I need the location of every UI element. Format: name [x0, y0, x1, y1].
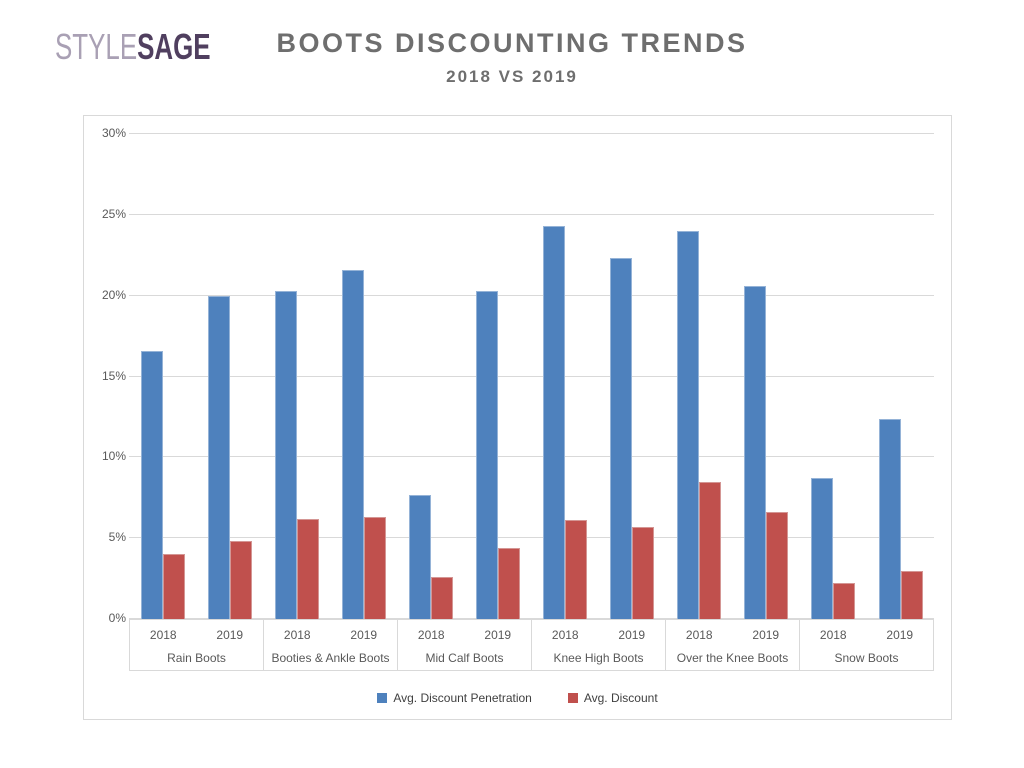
bar-over-the-knee-boots-2019-avg-discount [766, 512, 789, 619]
bar-rain-boots-2019-avg-discount-penetration [207, 295, 230, 619]
legend: Avg. Discount Penetration Avg. Discount [84, 691, 951, 705]
legend-item: Avg. Discount [567, 691, 658, 705]
year-slot [666, 134, 733, 619]
y-tick-label: 30% [101, 126, 126, 140]
legend-swatch-icon [377, 693, 388, 703]
gridline-5% [129, 537, 934, 539]
year-slot [599, 134, 666, 619]
year-label: 2019 [484, 628, 512, 642]
bar-group [800, 134, 934, 619]
bar-booties-ankle-boots-2018-avg-discount [296, 518, 319, 619]
bar-group [397, 134, 531, 619]
stylesage-logo: STYLESAGE [55, 26, 211, 68]
bar-rain-boots-2018-avg-discount [162, 554, 185, 619]
category-label: Rain Boots [167, 651, 226, 665]
bar-knee-high-boots-2019-avg-discount-penetration [610, 258, 633, 619]
page-title: BOOTS DISCOUNTING TRENDS [276, 28, 748, 58]
bar-mid-calf-boots-2019-avg-discount [497, 547, 520, 619]
year-label: 2018 [149, 628, 177, 642]
year-label: 2018 [283, 628, 311, 642]
year-slot [867, 134, 934, 619]
chart-header: BOOTS DISCOUNTING TRENDS 2018 VS 2019 [0, 28, 1024, 87]
chart-container: 0% 5% 10% 15% 20% 25% 30% 2018 2019 Rain Boots 20… [83, 115, 952, 720]
category-label: Snow Boots [834, 651, 899, 665]
bar-group [532, 134, 666, 619]
gridline-30% [129, 133, 934, 134]
bar-booties-ankle-boots-2019-avg-discount-penetration [341, 269, 364, 619]
year-slot [263, 134, 330, 619]
year-slot [330, 134, 397, 619]
y-tick-label: 15% [101, 368, 126, 383]
year-slot [464, 134, 531, 619]
bar-group [263, 134, 397, 619]
logo-text-sage: SAGE [137, 26, 211, 67]
bar-group [129, 134, 263, 619]
year-slot [397, 134, 464, 619]
legend-swatch-icon [567, 693, 578, 703]
bar-snow-boots-2019-avg-discount [900, 570, 923, 619]
bar-over-the-knee-boots-2019-avg-discount-penetration [744, 285, 767, 619]
category-cell: 2018 2019 Knee High Boots [531, 620, 665, 670]
legend-label: Avg. Discount Penetration [393, 691, 532, 705]
year-slot [129, 134, 196, 619]
gridline-20% [129, 294, 934, 296]
y-tick-label: 25% [101, 206, 126, 221]
year-slot [532, 134, 599, 619]
category-cell: 2018 2019 Rain Boots [129, 620, 263, 670]
year-label: 2018 [417, 628, 445, 642]
bar-mid-calf-boots-2018-avg-discount-penetration [408, 494, 431, 619]
bar-mid-calf-boots-2018-avg-discount [430, 576, 453, 619]
year-label: 2018 [551, 628, 579, 642]
category-label: Knee High Boots [553, 651, 644, 665]
legend-item: Avg. Discount Penetration [377, 691, 532, 705]
year-label: 2018 [819, 628, 847, 642]
bar-knee-high-boots-2018-avg-discount-penetration [543, 226, 566, 619]
category-label: Over the Knee Boots [676, 651, 789, 665]
logo-text-style: STYLE [55, 26, 138, 67]
bar-over-the-knee-boots-2018-avg-discount-penetration [677, 231, 700, 619]
bar-booties-ankle-boots-2019-avg-discount [363, 517, 386, 619]
year-label: 2019 [618, 628, 646, 642]
gridline-25% [129, 213, 934, 215]
year-slot [196, 134, 263, 619]
bars-layer [129, 134, 934, 619]
bar-mid-calf-boots-2019-avg-discount-penetration [475, 290, 498, 619]
bar-group [666, 134, 800, 619]
bar-over-the-knee-boots-2018-avg-discount [699, 481, 722, 619]
bar-booties-ankle-boots-2018-avg-discount-penetration [274, 290, 297, 619]
y-tick-label: 5% [108, 530, 126, 545]
year-label: 2018 [685, 628, 713, 642]
bar-snow-boots-2018-avg-discount [833, 583, 856, 619]
bar-snow-boots-2018-avg-discount-penetration [811, 478, 834, 619]
year-slot [733, 134, 800, 619]
year-label: 2019 [886, 628, 914, 642]
bar-rain-boots-2018-avg-discount-penetration [140, 350, 163, 619]
y-tick-label: 20% [101, 287, 126, 302]
plot-area [129, 133, 934, 619]
category-cell: 2018 2019 Snow Boots [799, 620, 934, 670]
y-tick-label: 10% [101, 449, 126, 464]
category-cell: 2018 2019 Over the Knee Boots [665, 620, 799, 670]
gridline-10% [129, 456, 934, 458]
category-label: Mid Calf Boots [425, 651, 504, 665]
category-axis: 2018 2019 Rain Boots 2018 2019 Booties & Ankl… [129, 619, 934, 671]
bar-snow-boots-2019-avg-discount-penetration [878, 418, 901, 619]
gridline-0% [129, 618, 934, 619]
bar-knee-high-boots-2018-avg-discount [565, 520, 588, 619]
year-slot [800, 134, 867, 619]
bar-knee-high-boots-2019-avg-discount [632, 526, 655, 619]
category-cell: 2018 2019 Mid Calf Boots [397, 620, 531, 670]
year-label: 2019 [350, 628, 378, 642]
bar-rain-boots-2019-avg-discount [229, 541, 252, 619]
legend-label: Avg. Discount [583, 691, 658, 705]
year-label: 2019 [216, 628, 244, 642]
y-tick-label: 0% [108, 611, 126, 625]
category-label: Booties & Ankle Boots [271, 651, 390, 665]
gridline-15% [129, 375, 934, 377]
category-cell: 2018 2019 Booties & Ankle Boots [263, 620, 397, 670]
year-label: 2019 [752, 628, 780, 642]
page-subtitle: 2018 VS 2019 [446, 67, 578, 86]
